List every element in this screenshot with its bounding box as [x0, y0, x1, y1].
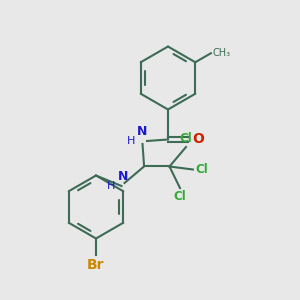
Text: Cl: Cl [195, 163, 208, 176]
Text: O: O [192, 133, 204, 146]
Text: Br: Br [87, 258, 105, 272]
Text: Cl: Cl [180, 132, 192, 145]
Text: Cl: Cl [174, 190, 186, 203]
Text: N: N [137, 125, 148, 138]
Text: H: H [127, 136, 135, 146]
Text: N: N [118, 170, 128, 183]
Text: CH₃: CH₃ [212, 48, 230, 58]
Text: H: H [107, 181, 116, 191]
